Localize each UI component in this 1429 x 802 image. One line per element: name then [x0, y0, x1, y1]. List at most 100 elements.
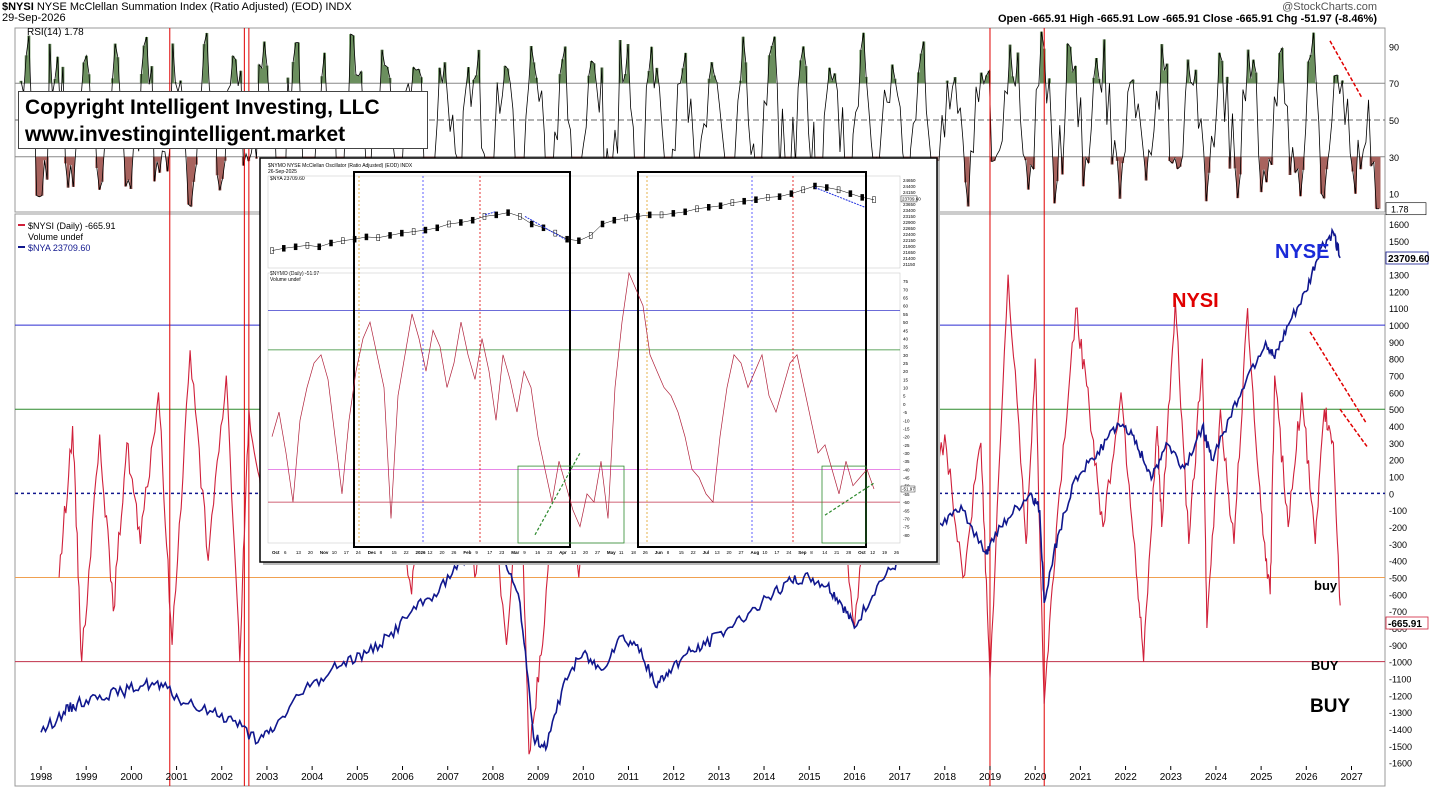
inset-osc-tick: 0 [903, 402, 906, 407]
inset-x-tick: 23 [547, 550, 553, 555]
inset-x-tick: 22 [691, 550, 697, 555]
inset-price-tick: 24650 [903, 178, 916, 183]
y-tick-label: 1500 [1389, 237, 1409, 247]
rsi-legend: RSI(14) 1.78 [27, 27, 84, 38]
inset-price-tick: 22400 [903, 232, 916, 237]
buy-label-medium: BUY [1311, 658, 1339, 673]
inset-price-tick: 22900 [903, 220, 916, 225]
rsi-tick-label: 30 [1389, 153, 1399, 163]
inset-arrow-green-left [534, 452, 581, 536]
y-tick-label: 700 [1389, 372, 1404, 382]
inset-osc-tick: -75 [903, 525, 910, 530]
x-tick-label: 2021 [1069, 772, 1092, 783]
inset-osc-tick: 55 [903, 312, 909, 317]
x-tick-label: 2009 [527, 772, 550, 783]
x-tick-label: 2020 [1024, 772, 1047, 783]
inset-x-tick: 26 [451, 550, 457, 555]
y-tick-label: -600 [1389, 590, 1407, 600]
inset-x-tick: 9 [523, 550, 526, 555]
y-tick-label: -1100 [1389, 674, 1411, 684]
inset-x-tick: 8 [380, 550, 383, 555]
inset-price-line [271, 185, 875, 251]
y-tick-label: 200 [1389, 456, 1404, 466]
inset-x-tick: 15 [679, 550, 685, 555]
copyright-line1: Copyright Intelligent Investing, LLC [25, 96, 380, 119]
y-tick-label: -1500 [1389, 742, 1412, 752]
inset-x-tick: May [607, 550, 616, 555]
inset-arrow-down-left [524, 215, 566, 240]
nysi-price-box [1385, 616, 1429, 630]
x-tick-label: 2004 [301, 772, 324, 783]
inset-osc-tick: -55 [903, 492, 910, 497]
inset-osc-tick: 15 [903, 377, 909, 382]
inset-osc-tick: -80 [903, 533, 910, 538]
inset-x-tick: 24 [786, 550, 792, 555]
y-tick-label: -700 [1389, 607, 1407, 617]
inset-header: $NYMO NYSE McClellan Oscillator (Ratio A… [268, 163, 413, 169]
y-tick-label: -1600 [1389, 759, 1412, 769]
inset-price-tick: 23650 [903, 202, 916, 207]
inset-x-tick: 13 [715, 550, 721, 555]
x-tick-label: 2013 [708, 772, 731, 783]
y-tick-label: 300 [1389, 439, 1404, 449]
copyright-box: Copyright Intelligent Investing, LLC www… [18, 91, 428, 149]
inset-osc-tick: -30 [903, 451, 910, 456]
x-tick-label: 1999 [75, 772, 98, 783]
copyright-line2: www.investingintelligent.market [25, 123, 346, 146]
x-tick-label: 2025 [1250, 772, 1273, 783]
inset-osc-tick: -20 [903, 435, 910, 440]
y-tick-label: 800 [1389, 355, 1404, 365]
legend-nya: $NYA 23709.60 [28, 243, 90, 253]
inset-x-tick: 26 [894, 550, 900, 555]
inset-x-tick: 24 [356, 550, 362, 555]
trendline-lower [1339, 408, 1369, 449]
legend-nysi-swatch [18, 224, 25, 226]
inset-x-tick: 12 [870, 550, 876, 555]
inset-osc-tick: 10 [903, 386, 909, 391]
y-tick-label: 1200 [1389, 287, 1409, 297]
y-tick-label: -1400 [1389, 725, 1412, 735]
inset-green-box-left [517, 465, 625, 544]
inset-osc-tick: 65 [903, 296, 909, 301]
inset-x-tick: 11 [619, 550, 624, 555]
inset-arrow-up [484, 211, 496, 216]
y-tick-label: -100 [1389, 506, 1407, 516]
inset-frame [259, 157, 938, 563]
inset-price-tick: 22150 [903, 238, 916, 243]
x-tick-label: 2011 [617, 772, 639, 783]
y-tick-label: -1200 [1389, 691, 1412, 701]
inset-price-tick: 21650 [903, 250, 916, 255]
y-tick-label: -500 [1389, 574, 1407, 584]
inset-x-tick: 27 [595, 550, 601, 555]
inset-box-right [637, 171, 867, 548]
inset-osc-tick: 35 [903, 345, 909, 350]
nya-price-box [1385, 251, 1429, 265]
inset-x-tick: 20 [727, 550, 733, 555]
x-tick-label: 2001 [166, 772, 189, 783]
x-tick-label: 1998 [30, 772, 53, 783]
inset-x-tick: 13 [296, 550, 302, 555]
y-tick-label: -1300 [1389, 708, 1412, 718]
inset-x-tick: 17 [774, 550, 780, 555]
y-tick-label: -300 [1389, 540, 1407, 550]
y-tick-label: -200 [1389, 523, 1407, 533]
inset-x-tick: 20 [583, 550, 589, 555]
inset-x-tick: Nov [320, 550, 329, 555]
inset-osc-tick: 25 [903, 361, 909, 366]
inset-box-left [353, 171, 571, 548]
inset-price-tick: 23150 [903, 214, 916, 219]
inset-x-tick: Jun [655, 550, 663, 555]
inset-osc-tick: 40 [903, 336, 909, 341]
inset-osc-tick: 70 [903, 287, 909, 292]
inset-x-tick: 10 [762, 550, 768, 555]
rsi-tick-label: 90 [1389, 42, 1399, 52]
y-tick-label: 1000 [1389, 321, 1409, 331]
inset-x-tick: 27 [739, 550, 745, 555]
x-tick-label: 2023 [1160, 772, 1183, 783]
x-tick-label: 2027 [1341, 772, 1364, 783]
inset-x-tick: Oct [272, 550, 280, 555]
inset-x-tick: Dec [368, 550, 377, 555]
symbol: $NYSI [2, 1, 34, 13]
inset-x-tick: Oct [858, 550, 866, 555]
